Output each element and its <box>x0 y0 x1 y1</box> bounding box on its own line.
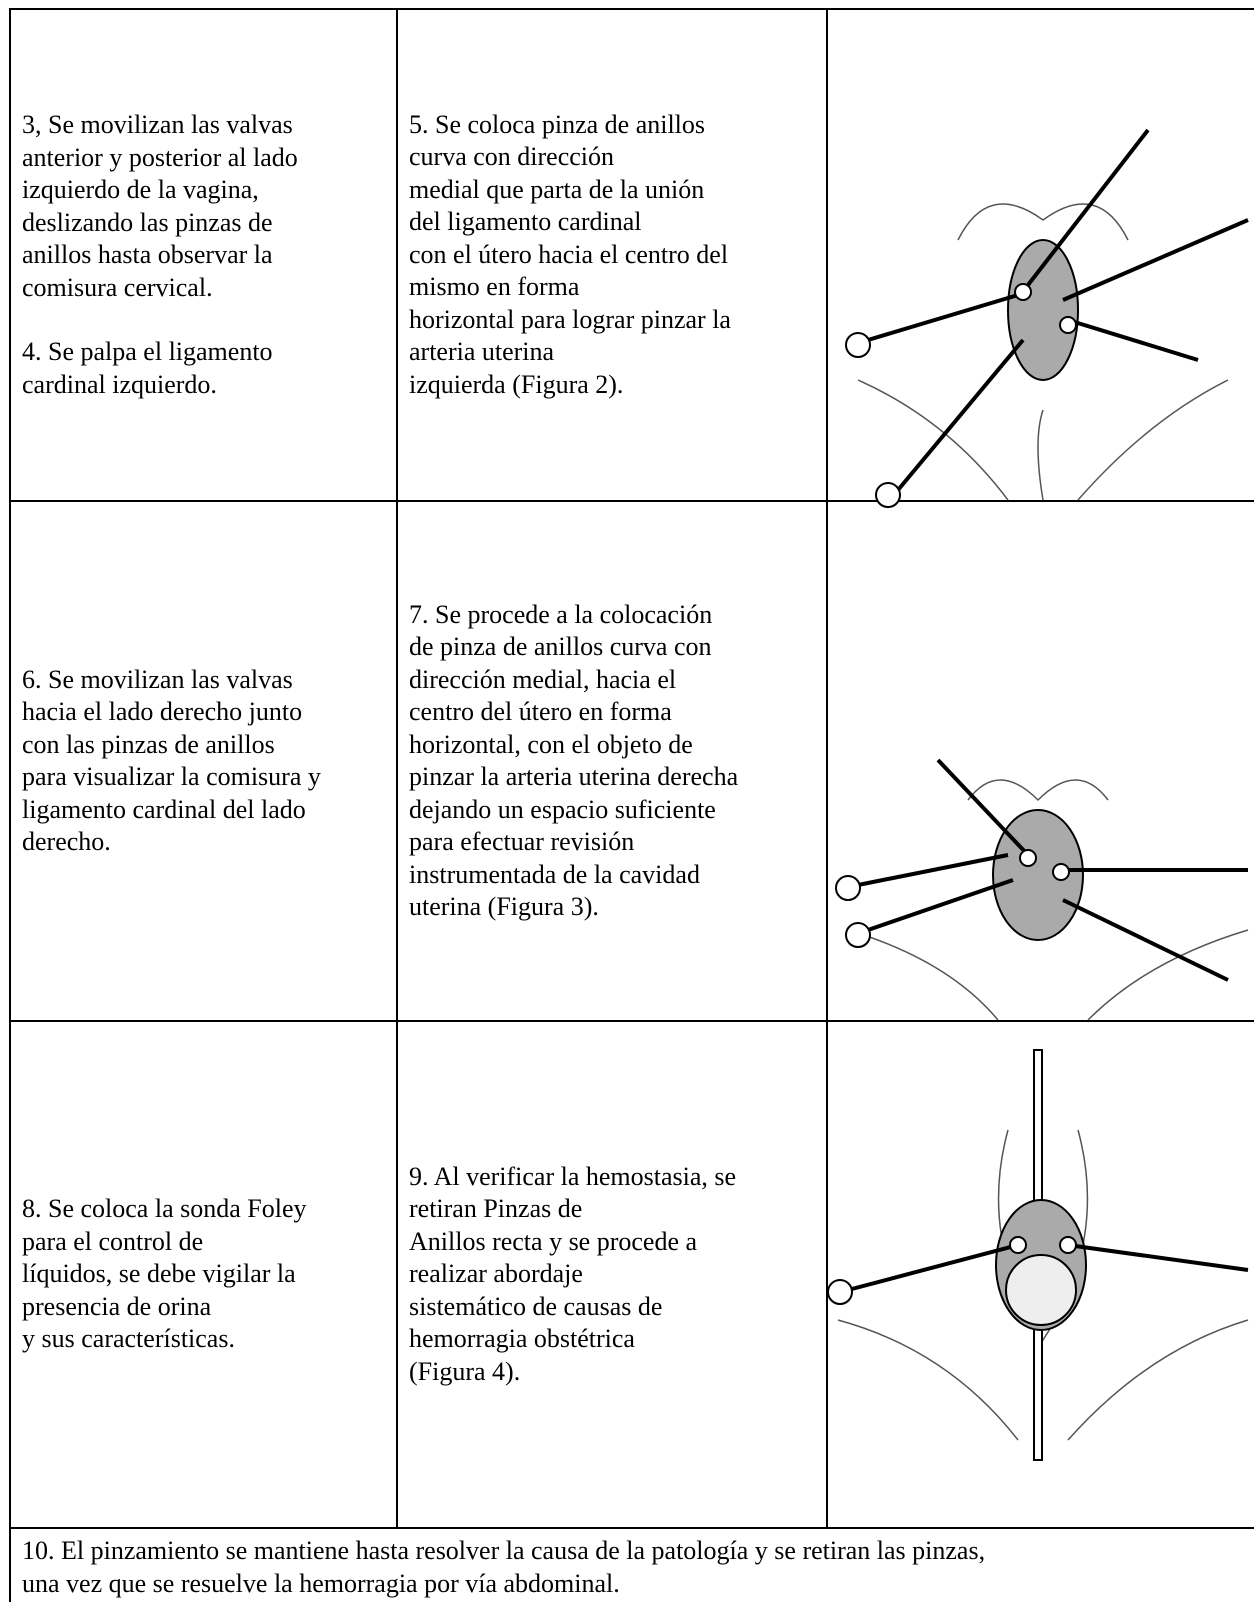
paragraph: 6. Se movilizan las valvas hacia el lado … <box>22 664 396 859</box>
text-line: 4. Se palpa el ligamento <box>22 337 273 366</box>
text-line: cardinal izquierdo. <box>22 369 217 399</box>
text-line: dirección medial, hacia el <box>409 664 677 694</box>
text-line: derecho. <box>22 827 111 856</box>
cell: 7. Se procede a la colocación de pinza de… <box>396 500 826 1020</box>
text-line: medial que parta de la unión <box>409 174 705 204</box>
text-line: para efectuar revisión <box>409 827 635 856</box>
text-line: pinzar la arteria uterina derecha <box>409 762 739 791</box>
text-line: de pinza de anillos curva con <box>409 632 712 661</box>
paragraph: 5. Se coloca pinza de anillos curva con d… <box>409 109 826 402</box>
text-line: centro del útero en forma <box>409 697 672 726</box>
text-line: 8. Se coloca la sonda Foley <box>22 1194 307 1224</box>
text-line: 3, Se movilizan las valvas <box>22 110 293 139</box>
text-line: deslizando las pinzas de <box>22 207 273 237</box>
text-line: retiran Pinzas de <box>409 1194 583 1224</box>
text-line: dejando un espacio suficiente <box>409 794 716 824</box>
text-line: horizontal, con el objeto de <box>409 729 693 759</box>
figure-2 <box>845 128 1249 508</box>
text-line: 6. Se movilizan las valvas <box>22 664 293 694</box>
text-line: hacia el lado derecho junto <box>22 697 303 726</box>
text-line: izquierda (Figura 2). <box>409 369 624 399</box>
image-cell <box>826 8 1254 500</box>
paragraph: 10. El pinzamiento se mantiene hasta res… <box>22 1535 1254 1600</box>
cell: 6. Se movilizan las valvas hacia el lado … <box>9 500 396 1020</box>
text-line: y sus características. <box>22 1324 235 1354</box>
paragraph: 9. Al verificar la hemostasia, se retiran… <box>409 1161 826 1389</box>
text-line: sistemático de causas de <box>409 1291 663 1321</box>
text-line: una vez que se resuelve la hemorragia po… <box>22 1568 620 1598</box>
text-line: realizar abordaje <box>409 1259 583 1289</box>
text-line: del ligamento cardinal <box>409 207 642 237</box>
text-line: ligamento cardinal del lado <box>22 794 306 824</box>
text-line: anterior y posterior al lado <box>22 142 298 172</box>
text-line: mismo en forma <box>409 272 580 302</box>
cell: 9. Al verificar la hemostasia, se retiran… <box>396 1020 826 1527</box>
text-line: Anillos recta y se procede a <box>409 1226 698 1256</box>
text-line: hemorragia obstétrica <box>409 1324 635 1354</box>
text-line: uterina (Figura 3). <box>409 892 599 921</box>
cell: 8. Se coloca la sonda Foley para el contr… <box>9 1020 396 1527</box>
text-line: comisura cervical. <box>22 272 213 302</box>
text-line: 5. Se coloca pinza de anillos <box>409 109 706 139</box>
text-line: instrumentada de la cavidad <box>409 859 700 889</box>
text-line: 10. El pinzamiento se mantiene hasta res… <box>22 1536 986 1565</box>
image-cell <box>826 500 1254 1020</box>
figure-4 <box>828 1049 1249 1461</box>
text-line: 9. Al verificar la hemostasia, se <box>409 1161 737 1191</box>
cell: 5. Se coloca pinza de anillos curva con d… <box>396 8 826 500</box>
text-line: para el control de <box>22 1226 204 1256</box>
cell: 3, Se movilizan las valvas anterior y pos… <box>9 8 396 500</box>
text-line: horizontal para lograr pinzar la <box>409 304 731 334</box>
text-line: presencia de orina <box>22 1291 212 1321</box>
text-line: para visualizar la comisura y <box>22 762 321 791</box>
paragraph: 7. Se procede a la colocación de pinza de… <box>409 599 826 924</box>
text-line: líquidos, se debe vigilar la <box>22 1259 296 1289</box>
text-line: anillos hasta observar la <box>22 240 273 269</box>
text-line: arteria uterina <box>409 337 555 367</box>
paragraph: 4. Se palpa el ligamento cardinal izquier… <box>22 336 396 401</box>
text-line: con las pinzas de anillos <box>22 729 275 759</box>
paragraph: 3, Se movilizan las valvas anterior y pos… <box>22 109 396 304</box>
text-line: izquierdo de la vagina, <box>22 175 259 204</box>
paragraph: 8. Se coloca la sonda Foley para el contr… <box>22 1193 396 1356</box>
figure-3 <box>835 758 1249 1020</box>
text-line: curva con dirección <box>409 142 615 172</box>
text-line: con el útero hacia el centro del <box>409 239 729 269</box>
footer-cell: 10. El pinzamiento se mantiene hasta res… <box>9 1527 1254 1602</box>
text-line: (Figura 4). <box>409 1356 521 1386</box>
text-line: 7. Se procede a la colocación <box>409 599 713 629</box>
image-cell <box>826 1020 1254 1527</box>
